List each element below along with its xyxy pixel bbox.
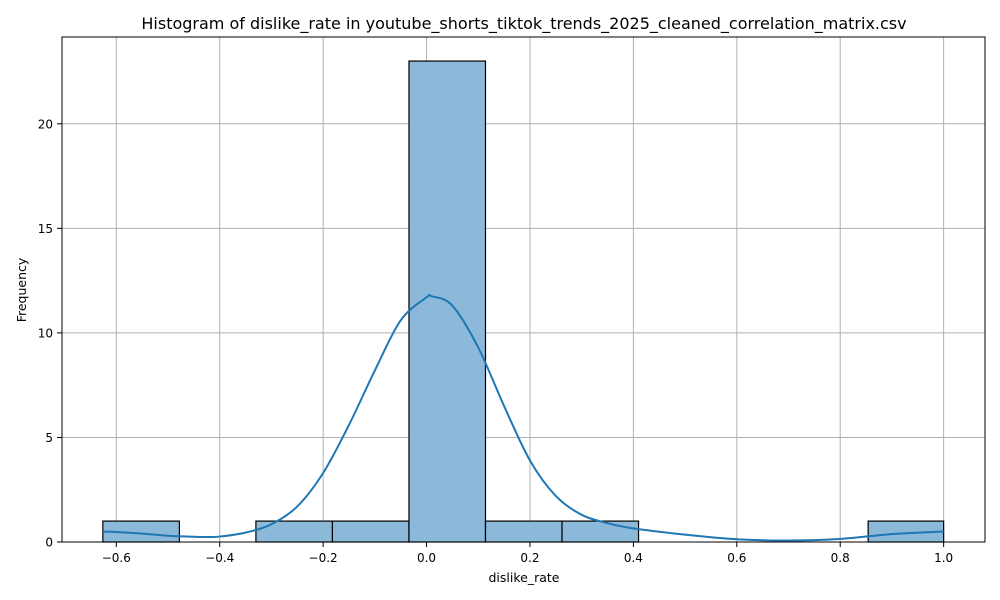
x-tick-label: 0.8 — [831, 551, 850, 565]
kde-curve-group — [102, 293, 944, 542]
x-tick-label: −0.4 — [205, 551, 234, 565]
histogram-bars — [102, 60, 945, 543]
x-tick-label: −0.6 — [102, 551, 131, 565]
kde-curve — [102, 293, 944, 542]
x-axis-ticks: −0.6 −0.4 −0.2 0.0 0.2 0.4 0.6 0.8 1.0 — [102, 542, 953, 565]
histogram-bar — [255, 520, 334, 543]
y-axis-label: Frequency — [14, 257, 29, 322]
axes — [61, 36, 986, 543]
x-tick-label: 1.0 — [934, 551, 953, 565]
histogram-bar — [484, 520, 563, 543]
y-tick-label: 0 — [45, 536, 53, 550]
x-tick-label: 0.0 — [417, 551, 436, 565]
y-tick-label: 15 — [38, 222, 53, 236]
x-tick-label: 0.2 — [520, 551, 539, 565]
x-axis-label: dislike_rate — [489, 570, 560, 585]
plot-frame — [61, 36, 986, 543]
y-tick-label: 10 — [38, 326, 53, 340]
grid — [62, 37, 985, 543]
histogram-bar — [331, 520, 410, 543]
x-tick-label: 0.6 — [727, 551, 746, 565]
y-axis-ticks: 0 5 10 15 20 — [38, 117, 62, 550]
x-tick-label: −0.2 — [309, 551, 338, 565]
x-tick-label: 0.4 — [624, 551, 643, 565]
y-tick-label: 5 — [45, 431, 53, 445]
histogram-bar — [561, 520, 640, 543]
chart-title: Histogram of dislike_rate in youtube_sho… — [141, 14, 906, 34]
y-tick-label: 20 — [38, 117, 53, 131]
